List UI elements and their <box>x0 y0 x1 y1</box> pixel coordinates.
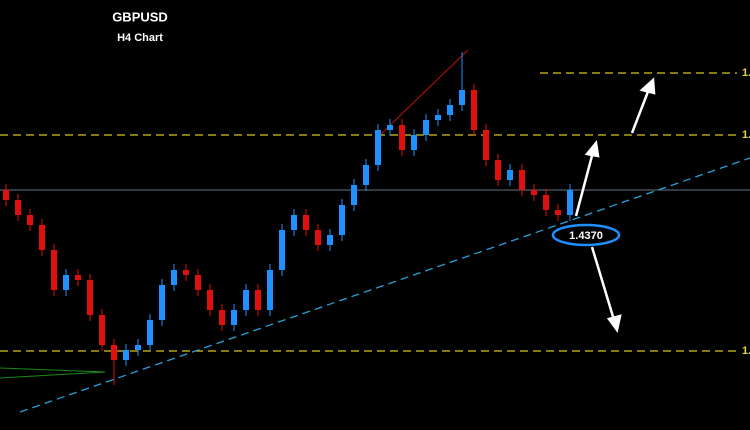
candle-body <box>3 190 9 200</box>
candle-body <box>495 160 501 180</box>
candle-body <box>411 135 417 150</box>
candle-body <box>447 105 453 115</box>
candle-body <box>363 165 369 185</box>
candle-body <box>291 215 297 230</box>
candle-body <box>183 270 189 275</box>
candle-body <box>387 125 393 130</box>
y-tick-label: 1. <box>742 345 750 357</box>
candle-body <box>147 320 153 345</box>
candle-body <box>555 210 561 215</box>
candle-body <box>123 350 129 360</box>
candle-body <box>111 345 117 360</box>
candle-body <box>531 190 537 195</box>
candle-body <box>471 90 477 130</box>
candle-body <box>507 170 513 180</box>
candle-body <box>435 115 441 120</box>
candle-body <box>483 130 489 160</box>
candle-body <box>195 275 201 290</box>
chart-title: GBPUSD <box>112 9 168 24</box>
candle-body <box>51 250 57 290</box>
candle-body <box>423 120 429 135</box>
candle-body <box>255 290 261 310</box>
candle-body <box>207 290 213 310</box>
arrow-head <box>584 140 600 158</box>
candle-body <box>219 310 225 325</box>
arrows <box>574 77 656 333</box>
red-trendline <box>379 49 469 136</box>
candle-body <box>351 185 357 205</box>
annotation: 1.4370 <box>569 230 603 242</box>
candle-body <box>63 275 69 290</box>
green-line <box>0 367 106 373</box>
levels: 1. 1. 1. <box>0 67 750 357</box>
candle-body <box>39 225 45 250</box>
candle-body <box>339 205 345 235</box>
candle-body <box>315 230 321 245</box>
arrow <box>574 151 595 217</box>
candle-body <box>327 235 333 245</box>
candle-body <box>171 270 177 285</box>
candle-body <box>87 280 93 315</box>
support-trendline <box>19 157 750 413</box>
candle-body <box>159 285 165 320</box>
candle-body <box>279 230 285 270</box>
y-tick-label: 1. <box>742 129 750 141</box>
annotation-bubble <box>551 223 621 247</box>
arrow-head <box>639 77 656 95</box>
candle-body <box>243 290 249 310</box>
arrow <box>630 88 651 134</box>
candle-body <box>375 130 381 165</box>
candle-body <box>75 275 81 280</box>
candle-body <box>303 215 309 230</box>
y-tick-label: 1. <box>742 67 750 79</box>
candle-body <box>519 170 525 190</box>
candle-body <box>459 90 465 105</box>
chart-subtitle: H4 Chart <box>117 32 163 44</box>
arrow-head <box>606 314 622 333</box>
candle-body <box>15 200 21 215</box>
candle-body <box>399 125 405 150</box>
candle-body <box>99 315 105 345</box>
candles <box>3 52 573 385</box>
candle-body <box>231 310 237 325</box>
green-line <box>0 371 106 379</box>
arrow <box>590 246 616 321</box>
candle-body <box>27 215 33 225</box>
candle-body <box>543 195 549 210</box>
candle-body <box>567 190 573 215</box>
candle-body <box>267 270 273 310</box>
candle-body <box>135 345 141 350</box>
